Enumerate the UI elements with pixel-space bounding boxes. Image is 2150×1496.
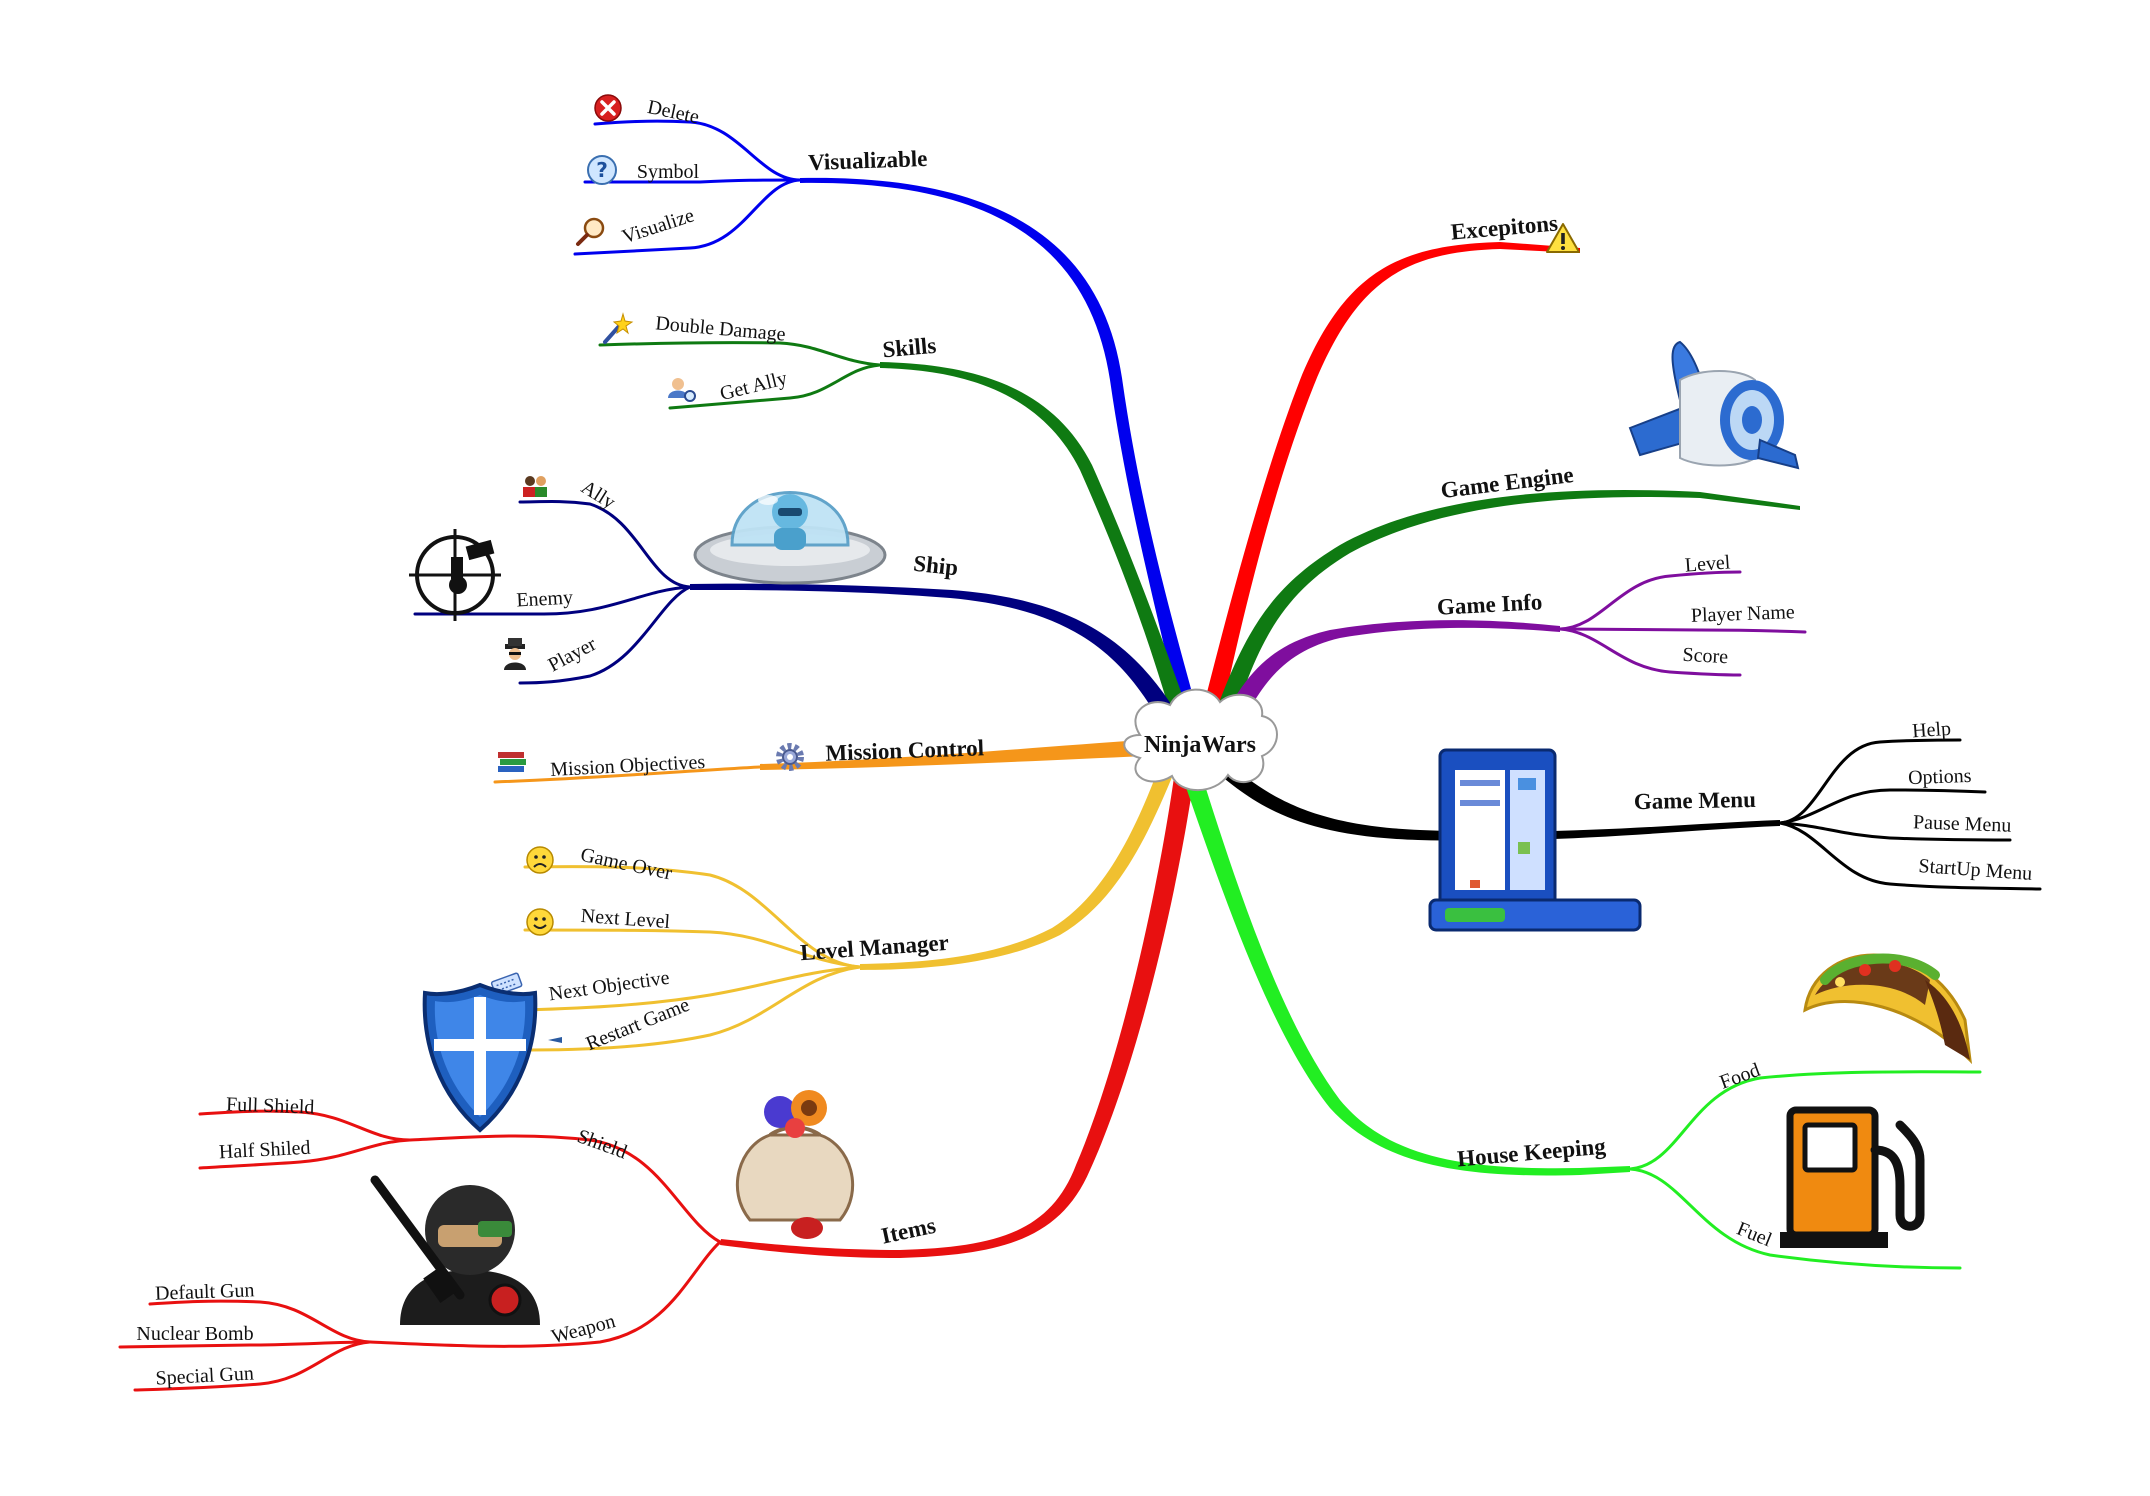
sub-line-full-shield bbox=[198, 1109, 412, 1142]
arrow-icon bbox=[548, 1037, 562, 1043]
sub-line-default-gun bbox=[148, 1299, 372, 1344]
smiley-icon bbox=[526, 908, 554, 936]
books-icon bbox=[498, 752, 526, 772]
branch-label-ship[interactable]: Ship bbox=[912, 551, 959, 581]
sub-line-player-name bbox=[1558, 627, 1807, 634]
crosshair-target-icon bbox=[409, 529, 501, 621]
central-node-label: NinjaWars bbox=[1144, 732, 1256, 758]
leaf-label-startup-menu[interactable]: StartUp Menu bbox=[1918, 855, 2033, 885]
branch-line-level bbox=[860, 770, 1175, 970]
spy-icon bbox=[504, 638, 526, 670]
soldier-icon bbox=[370, 1175, 540, 1325]
leaf-label-special-gun[interactable]: Special Gun bbox=[155, 1362, 254, 1389]
sub-line-next-level bbox=[523, 928, 862, 969]
branch-label-visualizable[interactable]: Visualizable bbox=[808, 146, 928, 175]
leaf-label-shield[interactable]: Shield bbox=[574, 1125, 630, 1163]
leaf-label-fuel[interactable]: Fuel bbox=[1734, 1218, 1776, 1252]
branch-label-menu[interactable]: Game Menu bbox=[1634, 787, 1757, 814]
leaf-label-pause-menu[interactable]: Pause Menu bbox=[1913, 811, 2012, 836]
leaf-label-game-over[interactable]: Game Over bbox=[579, 844, 675, 885]
sub-line-mission-objectives bbox=[493, 765, 762, 784]
leaf-label-help[interactable]: Help bbox=[1911, 718, 1951, 743]
branch-line-exceptions bbox=[1195, 242, 1580, 745]
sub-line-help bbox=[1778, 738, 1962, 825]
app-engine-icon bbox=[1628, 340, 1800, 470]
leaf-label-player-name[interactable]: Player Name bbox=[1691, 601, 1796, 627]
leaf-label-food[interactable]: Food bbox=[1717, 1059, 1763, 1094]
shield-icon bbox=[422, 982, 538, 1133]
loot-bag-icon bbox=[735, 1090, 855, 1239]
gear-icon bbox=[776, 743, 804, 771]
branch-label-skills[interactable]: Skills bbox=[881, 333, 937, 363]
sub-line-food bbox=[1628, 1070, 1982, 1171]
sub-line-game-over bbox=[523, 865, 862, 969]
svg-text:?: ? bbox=[596, 158, 608, 182]
branch-line-mission bbox=[760, 738, 1170, 770]
sub-line-startup-menu bbox=[1778, 821, 2042, 891]
warning-icon bbox=[1546, 223, 1580, 253]
sub-line-player bbox=[518, 585, 692, 685]
sub-line-symbol bbox=[583, 178, 802, 184]
leaf-label-mission-objectives[interactable]: Mission Objectives bbox=[550, 751, 706, 781]
central-node[interactable]: NinjaWars bbox=[1123, 688, 1278, 791]
sub-line-special-gun bbox=[133, 1340, 372, 1392]
leaf-label-nuclear-bomb[interactable]: Nuclear Bomb bbox=[136, 1323, 253, 1345]
leaf-label-full-shield[interactable]: Full Shield bbox=[226, 1093, 315, 1118]
taco-icon bbox=[1803, 953, 1973, 1065]
sub-line-shield bbox=[408, 1134, 722, 1244]
leaf-label-score[interactable]: Score bbox=[1682, 644, 1729, 668]
sub-line-visualize bbox=[573, 178, 802, 256]
leaf-label-player[interactable]: Player bbox=[544, 633, 600, 677]
leaf-label-half-shiled[interactable]: Half Shiled bbox=[218, 1137, 311, 1164]
branch-line-info bbox=[1210, 620, 1560, 752]
leaf-label-next-objective[interactable]: Next Objective bbox=[547, 967, 671, 1006]
sub-line-get-ally bbox=[668, 363, 882, 410]
sub-line-level-info bbox=[1558, 570, 1742, 631]
branch-line-visualizable bbox=[800, 177, 1205, 741]
branch-label-house[interactable]: House Keeping bbox=[1456, 1134, 1607, 1172]
user-search-icon bbox=[668, 378, 696, 402]
sub-line-nuclear-bomb bbox=[118, 1340, 372, 1349]
leaf-label-enemy[interactable]: Enemy bbox=[516, 587, 574, 612]
magic-wand-icon bbox=[603, 312, 634, 344]
leaf-label-options[interactable]: Options bbox=[1908, 765, 1972, 789]
leaf-label-default-gun[interactable]: Default Gun bbox=[155, 1279, 255, 1304]
branch-line-ship bbox=[690, 583, 1192, 745]
group-icon bbox=[523, 476, 547, 497]
fuel-pump-icon bbox=[1780, 1106, 1925, 1248]
ufo-icon bbox=[693, 491, 887, 585]
leaf-label-level-info[interactable]: Level bbox=[1684, 551, 1731, 576]
sub-line-restart-game bbox=[528, 965, 862, 1052]
sub-line-delete bbox=[593, 119, 802, 182]
sub-line-next-objective bbox=[523, 965, 862, 1012]
sub-line-weapon bbox=[368, 1240, 722, 1348]
branch-label-mission[interactable]: Mission Control bbox=[825, 735, 984, 766]
sub-line-ally bbox=[518, 500, 692, 589]
start-menu-icon bbox=[1428, 748, 1642, 932]
sub-line-half-shiled bbox=[198, 1138, 412, 1170]
sub-line-pause-menu bbox=[1778, 821, 2012, 842]
branch-label-info[interactable]: Game Info bbox=[1436, 589, 1543, 619]
leaf-label-double-damage[interactable]: Double Damage bbox=[655, 312, 787, 345]
leaf-label-delete[interactable]: Delete bbox=[645, 96, 701, 128]
branch-line-house bbox=[1180, 770, 1630, 1176]
help-icon: ? bbox=[587, 155, 617, 185]
delete-icon bbox=[594, 94, 622, 122]
branch-label-items[interactable]: Items bbox=[879, 1213, 938, 1249]
branch-label-level[interactable]: Level Manager bbox=[799, 930, 949, 965]
sub-line-options bbox=[1778, 788, 1987, 825]
branch-label-exceptions[interactable]: Excepitons bbox=[1450, 210, 1559, 244]
sub-line-double-damage bbox=[598, 341, 882, 367]
magnifier-icon bbox=[576, 217, 605, 246]
leaf-label-symbol[interactable]: Symbol bbox=[637, 161, 700, 183]
sad-face-icon bbox=[526, 846, 554, 874]
sub-line-score bbox=[1558, 627, 1742, 677]
sub-line-fuel bbox=[1628, 1167, 1962, 1270]
leaf-label-visualize[interactable]: Visualize bbox=[619, 204, 697, 248]
